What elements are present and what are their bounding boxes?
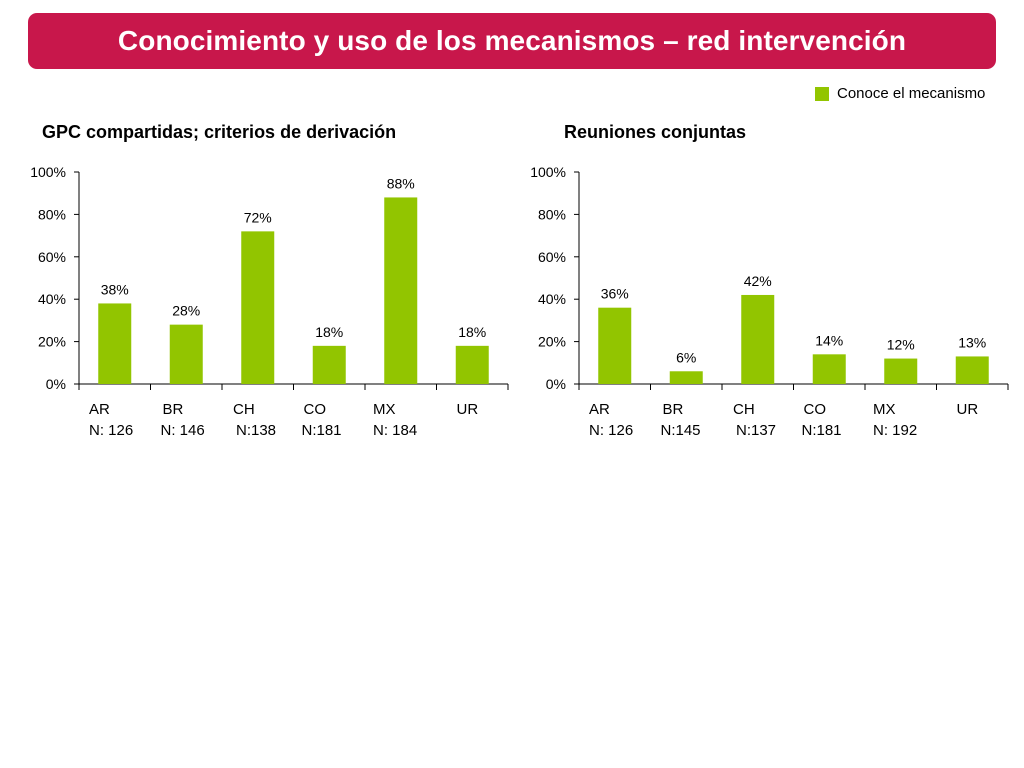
- bar: [669, 371, 703, 384]
- y-tick-label: 60%: [538, 249, 566, 265]
- y-tick-label: 80%: [38, 206, 66, 222]
- bar: [455, 345, 489, 384]
- bar: [169, 324, 203, 384]
- bar: [384, 197, 418, 384]
- data-label: 72%: [244, 209, 272, 225]
- legend: Conoce el mecanismo: [815, 85, 985, 102]
- x-tick-label: CO: [304, 401, 327, 418]
- n-label: N:145: [661, 422, 701, 439]
- data-label: 18%: [315, 324, 343, 340]
- x-tick-label: CH: [233, 401, 255, 418]
- x-tick-label: MX: [373, 401, 396, 418]
- x-tick-label: UR: [457, 401, 479, 418]
- y-tick-label: 100%: [30, 164, 66, 180]
- n-label: N: 126: [89, 422, 133, 439]
- data-label: 38%: [101, 281, 129, 297]
- data-label: 12%: [887, 337, 915, 353]
- y-tick-label: 40%: [538, 291, 566, 307]
- chart-title-gpc: GPC compartidas; criterios de derivación: [42, 122, 397, 142]
- n-label: N: 192: [873, 422, 917, 439]
- n-label: N: 184: [373, 422, 417, 439]
- n-label: N:181: [802, 422, 842, 439]
- bar: [241, 231, 275, 384]
- legend-label: Conoce el mecanismo: [837, 85, 986, 102]
- n-label: N: 146: [161, 422, 205, 439]
- bar: [812, 354, 846, 384]
- data-label: 42%: [744, 273, 772, 289]
- data-label: 28%: [172, 303, 200, 319]
- page-title: Conocimiento y uso de los mecanismos – r…: [117, 25, 907, 56]
- n-label: N: 126: [589, 422, 633, 439]
- n-label: N:181: [302, 422, 342, 439]
- x-tick-label: UR: [957, 401, 979, 418]
- x-tick-label: MX: [873, 401, 896, 418]
- y-tick-label: 60%: [38, 249, 66, 265]
- x-tick-label: BR: [163, 401, 184, 418]
- y-tick-label: 20%: [38, 334, 66, 350]
- title-banner: Conocimiento y uso de los mecanismos – r…: [28, 13, 996, 69]
- data-label: 36%: [601, 286, 629, 302]
- y-tick-label: 100%: [530, 164, 566, 180]
- y-tick-label: 0%: [46, 376, 66, 392]
- data-label: 88%: [387, 175, 415, 191]
- x-tick-label: AR: [589, 401, 610, 418]
- bar: [598, 307, 632, 384]
- y-tick-label: 20%: [538, 334, 566, 350]
- y-tick-label: 40%: [38, 291, 66, 307]
- n-label: N:137: [736, 422, 776, 439]
- x-tick-label: BR: [663, 401, 684, 418]
- x-tick-label: CO: [804, 401, 827, 418]
- bar: [741, 294, 775, 384]
- bar: [98, 303, 132, 384]
- x-tick-label: AR: [89, 401, 110, 418]
- n-label: N:138: [236, 422, 276, 439]
- data-label: 6%: [676, 349, 696, 365]
- y-tick-label: 0%: [546, 376, 566, 392]
- chart-title-reuniones: Reuniones conjuntas: [564, 122, 747, 142]
- bar: [884, 358, 918, 384]
- data-label: 14%: [815, 332, 843, 348]
- legend-swatch: [815, 86, 829, 101]
- data-label: 13%: [958, 334, 986, 350]
- x-tick-label: CH: [733, 401, 755, 418]
- bar: [955, 356, 989, 384]
- data-label: 18%: [458, 324, 486, 340]
- y-tick-label: 80%: [538, 206, 566, 222]
- bar: [312, 345, 346, 384]
